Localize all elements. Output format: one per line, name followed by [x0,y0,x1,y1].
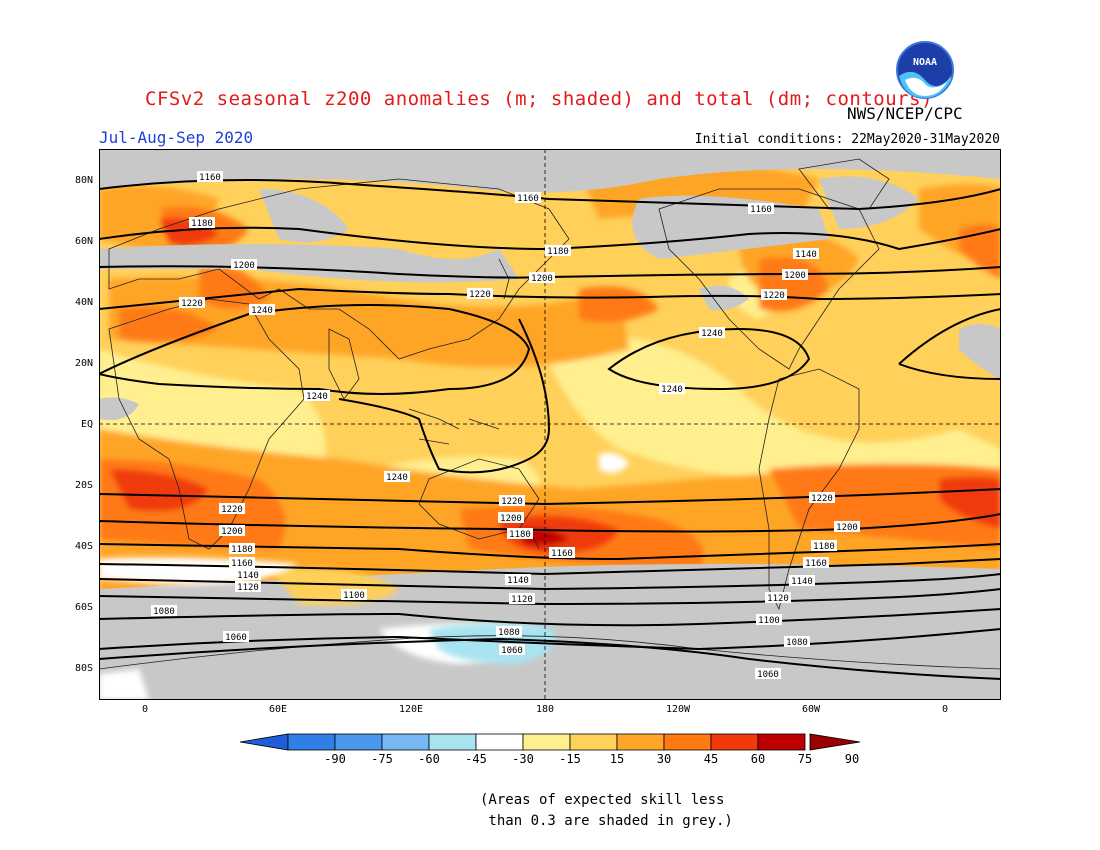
contour-label-1240-d: 1240 [661,385,683,395]
contour-label-1200-a: 1200 [233,261,255,271]
colorbar [240,733,861,751]
contour-label-1220-b: 1220 [469,290,491,300]
lat-label-40n: 40N [74,297,93,308]
colorbar-tick-label: 75 [797,752,813,766]
contour-label-1180-f: 1180 [813,542,835,552]
lon-label-0-right: 0 [941,704,949,715]
colorbar-box [616,733,665,751]
contour-label-1100-b: 1100 [758,616,780,626]
lon-label-60e: 60E [268,704,288,715]
colorbar-tick-label: -75 [371,752,393,766]
contour-label-1160-d: 1160 [231,559,253,569]
contour-label-1220-e: 1220 [501,497,523,507]
colorbar-boxes [287,733,806,751]
contour-label-1100-a: 1100 [343,591,365,601]
agency-label: NWS/NCEP/CPC [847,104,963,123]
colorbar-box [710,733,759,751]
lon-label-0: 0 [141,704,149,715]
contour-label-1240-c: 1240 [386,473,408,483]
lat-label-40s: 40S [74,541,93,552]
contour-label-1240-e: 1240 [701,329,723,339]
contour-label-1180-e: 1180 [509,530,531,540]
contour-label-1080-c: 1080 [786,638,808,648]
contour-label-1080-b: 1080 [498,628,520,638]
colorbar-tick-label: 90 [844,752,860,766]
map-title: CFSv2 seasonal z200 anomalies (m; shaded… [145,88,933,110]
anomaly-map: 1160 1160 1160 1180 1180 1140 1200 1200 … [99,149,1001,700]
colorbar-tick-label: -45 [465,752,487,766]
colorbar-box [428,733,477,751]
contour-label-1120-a: 1120 [237,583,259,593]
contour-label-1120-b: 1120 [511,595,533,605]
contour-label-1060-c: 1060 [757,670,779,680]
contour-label-1240-a: 1240 [251,306,273,316]
initial-conditions-label: Initial conditions: 22May2020-31May2020 [694,132,1000,147]
contour-label-1200-f: 1200 [836,523,858,533]
contour-label-1220-f: 1220 [811,494,833,504]
colorbar-box [757,733,806,751]
lon-label-180: 180 [535,704,555,715]
lat-label-eq: EQ [80,419,93,430]
colorbar-box [334,733,383,751]
contour-label-1080-a: 1080 [153,607,175,617]
lat-label-20s: 20S [74,480,93,491]
contour-label-1180-b: 1180 [547,247,569,257]
contour-label-1060-b: 1060 [501,646,523,656]
contour-label-1220-a: 1220 [181,299,203,309]
colorbar-tick-label: 60 [750,752,766,766]
lat-label-80n: 80N [74,175,93,186]
contour-labels: 1160 1160 1160 1180 1180 1140 1200 1200 … [151,171,860,680]
colorbar-tick-label: -90 [324,752,346,766]
contour-label-1240-b: 1240 [306,392,328,402]
contour-label-1200-c: 1200 [784,271,806,281]
colorbar-tick-label: -60 [418,752,440,766]
contour-label-1160-c: 1160 [750,205,772,215]
contour-label-1180-c: 1140 [795,250,817,260]
colorbar-tick-label: -30 [512,752,534,766]
lon-label-120w: 120W [665,704,691,715]
colorbar-tick-label: -15 [559,752,581,766]
colorbar-box [287,733,336,751]
colorbar-box [522,733,571,751]
contour-label-1160-e: 1160 [551,549,573,559]
colorbar-tick-label: 45 [703,752,719,766]
contour-label-1200-b: 1200 [531,274,553,284]
colorbar-box [381,733,430,751]
contour-label-1140-b: 1140 [507,576,529,586]
contour-label-1180-a: 1180 [191,219,213,229]
colorbar-tick-label: 30 [656,752,672,766]
colorbar-box [569,733,618,751]
contour-label-1180-d: 1180 [231,545,253,555]
contour-label-1200-e: 1200 [500,514,522,524]
contour-label-1220-d: 1220 [221,505,243,515]
season-label: Jul-Aug-Sep 2020 [99,128,254,147]
colorbar-tick-label: 15 [609,752,625,766]
lon-label-120e: 120E [398,704,424,715]
noaa-logo-icon: NOAA [896,41,954,99]
contour-label-1160-b: 1160 [517,194,539,204]
colorbar-arrow-left [240,733,289,751]
contour-label-1060-a: 1060 [225,633,247,643]
colorbar-box [475,733,524,751]
contour-label-1120-c: 1120 [767,594,789,604]
skill-note: (Areas of expected skill less than 0.3 a… [480,792,733,829]
contour-label-1140-c: 1140 [791,577,813,587]
svg-text:NOAA: NOAA [913,57,937,68]
lat-label-20n: 20N [74,358,93,369]
colorbar-box [663,733,712,751]
colorbar-arrow-right [809,733,861,751]
lon-label-60w: 60W [801,704,821,715]
contour-label-1160-f: 1160 [805,559,827,569]
contour-label-1140-a: 1140 [237,571,259,581]
lat-label-80s: 80S [74,663,93,674]
contour-label-1220-c: 1220 [763,291,785,301]
contour-label-1200-d: 1200 [221,527,243,537]
contour-label-1160-a: 1160 [199,173,221,183]
lat-label-60n: 60N [74,236,93,247]
lat-label-60s: 60S [74,602,93,613]
